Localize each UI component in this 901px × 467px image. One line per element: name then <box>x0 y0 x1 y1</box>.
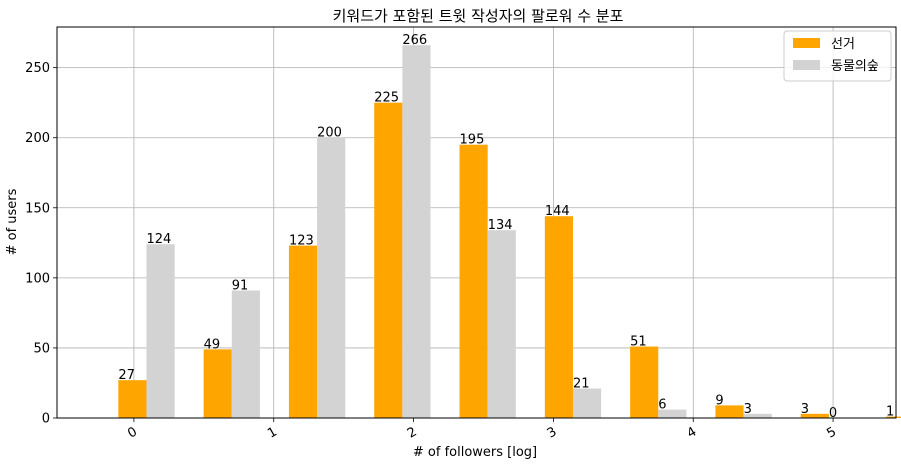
bar-value-label: 3 <box>744 402 752 417</box>
bar-value-label: 3 <box>801 402 809 417</box>
bar-series2-1 <box>231 290 260 418</box>
bar-value-label: 0 <box>829 406 837 421</box>
bar-series1-5 <box>544 216 573 418</box>
bar-value-label: 9 <box>715 393 723 408</box>
bar-value-label: 134 <box>488 218 513 233</box>
bar-series2-6 <box>658 409 687 418</box>
plot-frame <box>56 26 897 419</box>
bar-value-label: 144 <box>545 204 570 219</box>
bar-series2-5 <box>572 388 602 418</box>
y-axis-label: # of users <box>5 188 20 255</box>
x-tick-label: 0 <box>125 424 140 441</box>
bar-series2-0 <box>146 244 175 418</box>
bar-value-label: 49 <box>204 337 221 352</box>
y-tick-label: 50 <box>33 341 50 356</box>
bar-series1-1 <box>203 349 232 418</box>
bar-series2-4 <box>487 230 516 418</box>
bar-value-label: 123 <box>289 234 314 249</box>
bar-series1-9 <box>886 416 901 418</box>
x-tick-label: 4 <box>685 424 700 441</box>
bar-value-label: 21 <box>573 377 590 392</box>
bar-series2-3 <box>402 45 431 419</box>
y-tick-label: 200 <box>25 131 50 146</box>
bar-series2-7 <box>743 413 772 418</box>
bar-value-label: 266 <box>402 33 427 48</box>
y-tick-label: 100 <box>25 271 50 286</box>
y-tick-label: 250 <box>25 61 50 76</box>
bar-value-label: 225 <box>374 91 399 106</box>
bar-value-label: 27 <box>118 368 135 383</box>
bar-value-label: 124 <box>146 232 171 247</box>
x-tick-label: 3 <box>545 424 560 441</box>
x-axis-label: # of followers [log] <box>413 445 537 460</box>
bar-series1-3 <box>374 102 403 418</box>
bars <box>118 45 901 419</box>
x-tick-label: 1 <box>265 424 280 441</box>
y-axis: 0 50 100 150 200 250 <box>25 61 57 427</box>
legend-label-1: 동물의숲 <box>831 59 879 74</box>
y-tick-label: 0 <box>42 412 50 427</box>
legend-swatch-1 <box>793 60 820 70</box>
y-tick-label: 150 <box>25 201 50 216</box>
bar-value-label: 91 <box>232 278 249 293</box>
bar-series1-6 <box>630 346 659 418</box>
bar-value-label: 200 <box>317 126 342 141</box>
bar-series2-2 <box>317 137 346 418</box>
bar-value-label: 6 <box>658 398 666 413</box>
legend-swatch-0 <box>793 38 820 48</box>
bar-series1-4 <box>459 144 488 418</box>
x-tick-label: 2 <box>405 424 420 441</box>
chart-title: 키워드가 포함된 트윗 작성자의 팔로워 수 분포 <box>333 7 624 25</box>
bar-value-label: 195 <box>460 133 485 148</box>
data-labels: 27 49 123 225 195 144 51 9 3 1 124 91 200 266 134 21 6 3 0… <box>118 33 894 421</box>
grid-lines <box>57 27 896 419</box>
bar-value-label: 51 <box>630 335 647 350</box>
bar-series1-8 <box>800 413 829 418</box>
bar-series1-7 <box>715 405 744 418</box>
legend: 선거 동물의숲 <box>783 30 892 82</box>
bar-series1-2 <box>288 245 318 418</box>
x-tick-label: 5 <box>824 424 839 441</box>
bar-series1-0 <box>118 380 147 418</box>
bar-value-label: 1 <box>886 405 894 420</box>
legend-label-0: 선거 <box>831 37 855 52</box>
x-axis: 0 1 2 3 4 5 <box>125 418 839 442</box>
